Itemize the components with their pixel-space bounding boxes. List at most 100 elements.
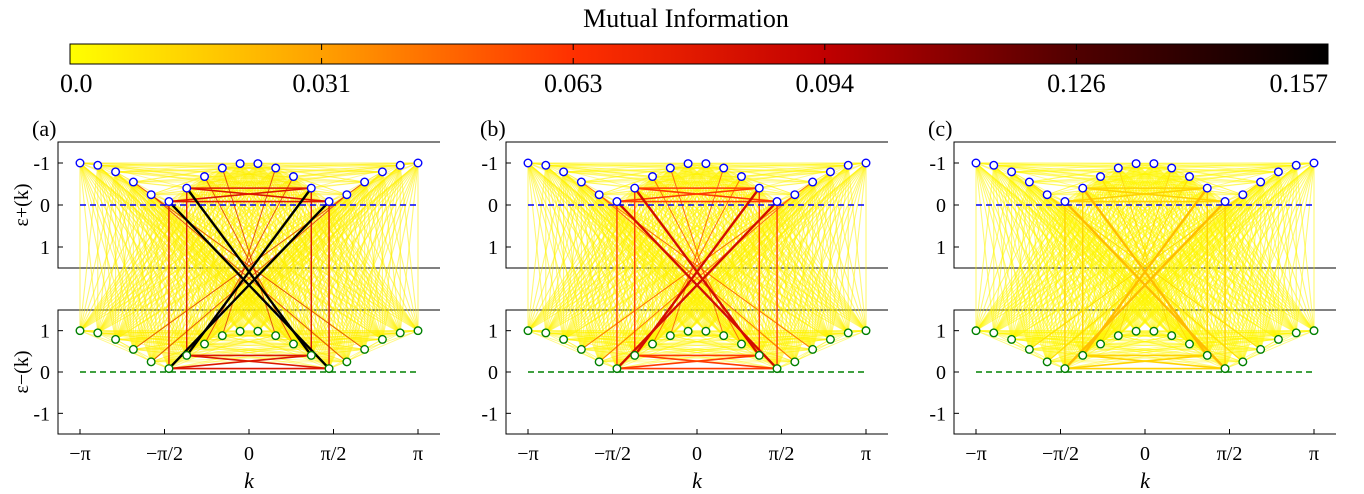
mi-link [204, 176, 365, 183]
lower-band-point [128, 344, 138, 354]
lower-band-point [1256, 344, 1266, 354]
xtick-label: π/2 [321, 443, 347, 465]
mi-link [670, 162, 867, 169]
mi-link [527, 162, 582, 183]
upper-ylabel: ε+(k) [11, 184, 33, 227]
mi-link [669, 162, 867, 337]
upper-band-point [1007, 167, 1017, 177]
lower-band-point [1007, 334, 1017, 344]
mi-link [1189, 343, 1244, 363]
lower-ytick-label: -1 [481, 403, 498, 425]
mi-link [634, 330, 689, 356]
mi-link [812, 162, 867, 183]
mi-link [115, 162, 419, 173]
mi-link [652, 164, 849, 345]
mi-link [975, 187, 1208, 332]
mi-link [1047, 335, 1172, 363]
mi-link [527, 330, 689, 332]
mi-link [1029, 164, 1297, 183]
mi-link [115, 163, 241, 340]
mi-link [168, 176, 294, 203]
xtick-label: π/2 [1217, 443, 1243, 465]
colorbar-title: Mutual Information [583, 4, 789, 33]
mi-link [545, 167, 671, 334]
xtick-label: 0 [244, 443, 254, 465]
mi-link [133, 348, 187, 356]
mi-link [1171, 167, 1261, 183]
lower-ytick-label: -1 [33, 403, 50, 425]
panel-2: -1 0 1 1 0 -1 −π −π/2 0 π/2 π k (c) [928, 116, 1336, 493]
mi-link [292, 171, 383, 345]
mi-link [168, 335, 223, 370]
mi-link [741, 162, 867, 345]
mi-link [97, 164, 294, 178]
mi-link [328, 338, 383, 370]
mi-link [186, 167, 276, 189]
upper-band-point [75, 158, 85, 168]
mi-link [168, 343, 294, 370]
upper-band-point [1078, 183, 1088, 193]
mi-link [993, 164, 1119, 169]
mi-link [670, 335, 760, 356]
upper-band-point [701, 159, 711, 169]
mi-link [1082, 164, 1297, 356]
mi-link [275, 164, 401, 169]
mi-link [150, 176, 205, 196]
mi-link [993, 164, 1190, 178]
lower-band-point [377, 334, 387, 344]
mi-link [527, 162, 689, 165]
upper-band-point [164, 197, 174, 207]
colorbar-tick-label: 0.126 [1047, 69, 1106, 98]
mi-link [151, 187, 312, 196]
mi-link [687, 330, 778, 370]
mi-link [293, 171, 383, 178]
lower-ytick-label: 0 [40, 362, 50, 384]
colorbar-gradient [69, 43, 1329, 65]
mi-link [1046, 343, 1101, 363]
mi-link [1011, 201, 1226, 340]
mi-link [1171, 164, 1297, 169]
upper-band-point [342, 190, 352, 200]
lower-band-point [1131, 326, 1141, 336]
mi-link [527, 171, 565, 331]
mi-link [79, 330, 383, 340]
lower-band-point [808, 344, 818, 354]
mi-link [186, 338, 383, 356]
mi-link [1047, 167, 1172, 196]
mi-link [1011, 167, 1173, 340]
panel-0: -1 0 1 1 0 -1 −π −π/2 0 π/2 π k (a) ε+(k) ε−(k) [11, 116, 440, 493]
mi-link [545, 332, 742, 345]
mi-link [652, 330, 707, 345]
mi-link [168, 332, 401, 370]
mi-link [1118, 162, 1315, 169]
mi-link [97, 171, 117, 333]
mi-link [1100, 343, 1261, 350]
mi-link [204, 330, 259, 345]
mi-link [1064, 163, 1155, 202]
upper-band-point [719, 163, 729, 173]
mi-link [545, 201, 778, 334]
mi-link [257, 330, 419, 332]
mi-link [993, 201, 1226, 334]
mi-link [670, 167, 760, 189]
upper-band-point [736, 172, 746, 182]
mi-link [168, 330, 259, 370]
mi-link [1046, 194, 1244, 363]
mi-link [79, 162, 276, 169]
mi-link [993, 332, 1261, 350]
mi-link [545, 332, 600, 363]
mi-link [1189, 171, 1279, 178]
mi-links [527, 162, 867, 370]
xtick-label: −π/2 [146, 443, 183, 465]
mi-link [599, 167, 724, 196]
mi-link [1171, 167, 1226, 202]
lower-band-point [648, 339, 658, 349]
lower-band-point [288, 339, 298, 349]
mi-link [993, 194, 1048, 334]
mi-link-strong [1081, 187, 1209, 357]
upper-ytick-label: -1 [481, 153, 498, 175]
mi-link [1064, 354, 1208, 370]
mi-link [1135, 163, 1190, 178]
mi-link [1028, 176, 1190, 350]
lower-band-point [111, 334, 121, 344]
